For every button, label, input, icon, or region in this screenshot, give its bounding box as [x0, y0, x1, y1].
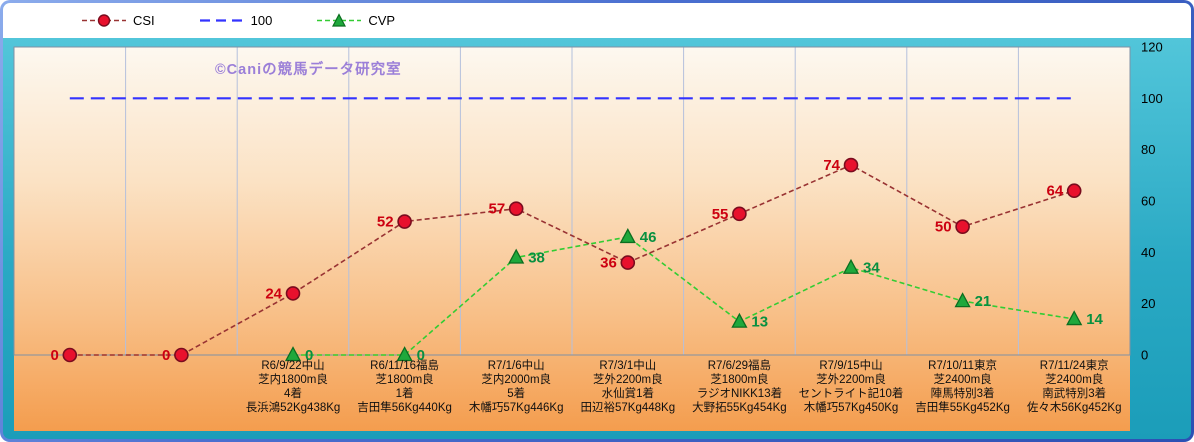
cvp-marker-icon [317, 13, 362, 27]
cvp-point [619, 228, 636, 244]
category-label: 芝内2000m良 [481, 372, 551, 386]
cvp-value-label: 14 [1086, 311, 1103, 328]
csi-point [62, 347, 78, 363]
category-label: 水仙賞1着 [602, 386, 654, 400]
y-axis-tick-label: 80 [1141, 142, 1155, 157]
chart-plot-svg: 0 0 38 46 13 34 21 14 0 0 24 52 57 36 55 74 50 64 0 20 40 60 8… [13, 40, 1163, 431]
csi-value-label: 64 [1047, 183, 1064, 200]
y-axis-tick-label: 60 [1141, 194, 1155, 209]
csi-point [285, 286, 301, 301]
csi-value-label: 0 [50, 347, 58, 364]
y-axis-tick-label: 40 [1141, 245, 1155, 260]
csi-value-label: 24 [265, 285, 282, 302]
category-label: 吉田隼56Kg440Kg [357, 400, 452, 414]
csi-value-label: 0 [162, 347, 170, 364]
csi-point [397, 214, 412, 229]
cvp-line [293, 236, 1075, 356]
csi-point [955, 219, 970, 234]
legend-item-cvp: CVP [316, 13, 395, 28]
cvp-point [284, 346, 302, 362]
csi-value-label: 50 [935, 219, 952, 236]
cvp-point [954, 292, 971, 308]
category-label: 吉田隼55Kg452Kg [915, 400, 1010, 414]
cvp-point [842, 258, 860, 274]
csi-marker-icon [82, 14, 126, 27]
category-label: 陣馬特別3着 [931, 386, 995, 400]
category-label: 芝2400m良 [934, 372, 992, 386]
category-label: 佐々木56Kg452Kg [1027, 400, 1122, 414]
cvp-value-label: 0 [305, 347, 313, 364]
legend-label: CVP [368, 13, 396, 28]
cvp-series: 0 0 38 46 13 34 21 14 [284, 228, 1104, 364]
category-label: 木幡巧57Kg446Kg [469, 400, 564, 414]
y-axis-tick-label: 20 [1141, 296, 1155, 311]
csi-point [1066, 183, 1082, 199]
csi-point [732, 206, 747, 222]
category-label: R6/9/22中山 [261, 359, 324, 372]
csi-value-label: 74 [823, 157, 840, 174]
csi-series: 0 0 24 52 57 36 55 74 50 64 [50, 157, 1082, 364]
category-label: 芝2400m良 [1045, 372, 1103, 386]
csi-value-label: 52 [377, 214, 394, 231]
cvp-point [508, 248, 525, 264]
csi-point [620, 255, 636, 270]
y-axis-tick-label: 100 [1141, 91, 1163, 106]
category-label: R7/10/11東京 [928, 358, 997, 372]
category-label: 南武特別3着 [1042, 386, 1106, 400]
csi-value-label: 36 [600, 255, 617, 272]
y-axis-tick-label: 120 [1141, 40, 1163, 55]
legend-label: CSI [133, 13, 155, 28]
category-label: 芝1800m良 [376, 372, 434, 386]
legend-item-100: 100 [199, 13, 273, 28]
csi-point [174, 347, 189, 363]
csi-point [508, 201, 524, 216]
100-marker-icon [199, 19, 244, 22]
cvp-value-label: 34 [863, 260, 880, 277]
csi-point [843, 157, 859, 173]
plot-border [13, 46, 1131, 356]
cvp-value-label: 0 [417, 347, 425, 364]
csi-value-label: 55 [712, 206, 729, 223]
chart-canvas: CSI 100 CVP 0 0 38 46 13 34 21 14 0 0 24 52 57 36 55 74 50… [3, 3, 1191, 439]
category-label: 芝外2200m良 [593, 372, 663, 386]
cvp-value-label: 38 [528, 249, 545, 266]
category-label: R7/9/15中山 [819, 359, 882, 372]
csi-value-label: 57 [489, 201, 506, 218]
category-label: 芝1800m良 [710, 372, 768, 386]
category-label: R7/3/1中山 [599, 359, 656, 372]
category-label: R7/6/29福島 [708, 358, 771, 372]
category-label: 1着 [396, 386, 414, 400]
category-label: 田辺裕57Kg448Kg [580, 400, 675, 414]
category-label: 芝外2200m良 [816, 372, 886, 386]
category-label: セントライト記10着 [799, 386, 904, 400]
y-axis: 0 20 40 60 80 100 120 [1141, 40, 1163, 363]
cvp-point [731, 312, 748, 328]
category-label: R6/11/16福島 [370, 358, 439, 372]
cvp-value-label: 13 [751, 314, 768, 331]
csi-line [69, 164, 1075, 356]
legend-item-csi: CSI [81, 13, 155, 28]
chart-region: 0 0 38 46 13 34 21 14 0 0 24 52 57 36 55 74 50 64 0 20 40 60 8… [3, 38, 1191, 439]
category-label: 長浜鴻52Kg438Kg [246, 400, 341, 414]
category-label: 芝内1800m良 [258, 372, 328, 386]
category-label: ラジオNIKK13着 [697, 386, 782, 400]
category-label: 木幡巧57Kg450Kg [804, 400, 899, 414]
category-label: R7/11/24東京 [1040, 358, 1109, 372]
category-label: 大野拓55Kg454Kg [692, 400, 787, 414]
cvp-value-label: 46 [640, 229, 657, 246]
legend-label: 100 [250, 13, 273, 28]
cvp-value-label: 21 [975, 293, 992, 310]
category-label: 5着 [507, 386, 525, 400]
category-label: 4着 [284, 386, 302, 400]
category-label: R7/1/6中山 [488, 359, 545, 372]
cvp-point [1066, 310, 1083, 326]
watermark: ©Caniの競馬データ研究室 [215, 62, 402, 78]
cvp-point [396, 346, 413, 362]
y-axis-tick-label: 0 [1141, 348, 1148, 363]
legend: CSI 100 CVP [3, 3, 1191, 38]
